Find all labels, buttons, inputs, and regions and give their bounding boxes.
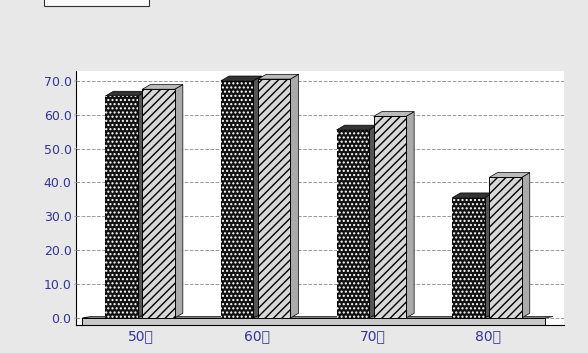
Polygon shape [138, 91, 146, 318]
Bar [489, 177, 522, 318]
Bar [142, 89, 175, 318]
Bar [105, 96, 138, 318]
Polygon shape [142, 84, 183, 89]
Bar [221, 81, 253, 318]
Bar [258, 79, 290, 318]
Bar [142, 89, 175, 318]
Bar [452, 198, 485, 318]
Polygon shape [452, 193, 493, 198]
Bar [258, 79, 290, 318]
Polygon shape [373, 112, 414, 116]
Polygon shape [337, 125, 377, 130]
Bar [337, 130, 369, 318]
Polygon shape [290, 74, 299, 318]
Bar [337, 130, 369, 318]
Legend: 남자, 여자: 남자, 여자 [44, 0, 149, 6]
Polygon shape [406, 112, 414, 318]
Bar [489, 177, 522, 318]
Polygon shape [489, 173, 530, 177]
Bar [82, 318, 545, 325]
Bar [221, 81, 253, 318]
Polygon shape [175, 84, 183, 318]
Polygon shape [221, 76, 262, 81]
Bar [105, 96, 138, 318]
Bar [452, 198, 485, 318]
Polygon shape [105, 91, 146, 96]
Polygon shape [82, 317, 553, 318]
Polygon shape [369, 125, 377, 318]
Bar [373, 116, 406, 318]
Polygon shape [485, 193, 493, 318]
Polygon shape [253, 76, 262, 318]
Bar [373, 116, 406, 318]
Polygon shape [258, 74, 299, 79]
Polygon shape [522, 173, 530, 318]
